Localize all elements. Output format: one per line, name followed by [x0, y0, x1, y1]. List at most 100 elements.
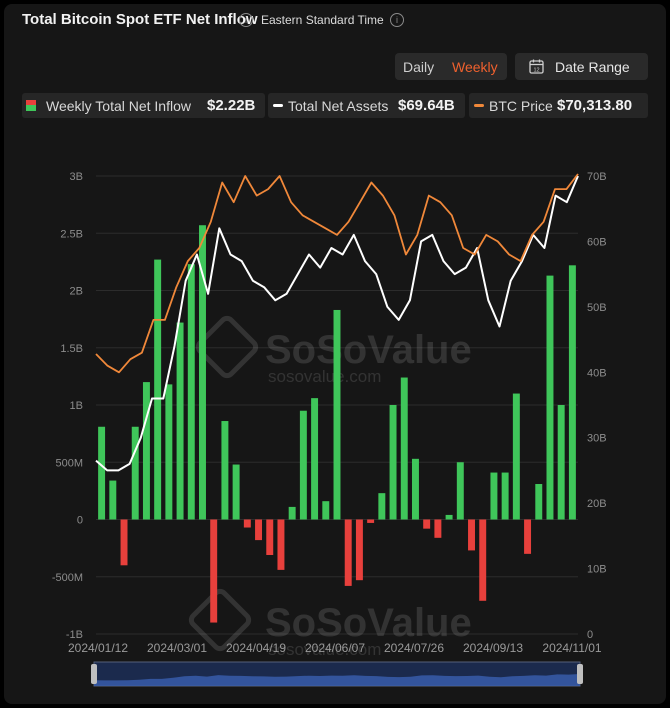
legend-inflow-name: Weekly Total Net Inflow — [46, 98, 191, 114]
white-line-swatch-icon — [273, 104, 283, 107]
inflow-bar[interactable] — [109, 480, 117, 520]
inflow-bar[interactable] — [468, 519, 475, 551]
y-right-tick-label: 50B — [587, 302, 607, 314]
y-right-tick-label: 30B — [587, 433, 607, 445]
inflow-bar[interactable] — [255, 519, 263, 541]
watermark-top: SoSoValue sosovalue.com — [195, 315, 472, 386]
y-left-tick-label: -1B — [66, 629, 83, 641]
x-tick-label: 2024/06/07 — [305, 641, 365, 655]
inflow-bar[interactable] — [411, 458, 419, 520]
legend-btc-price[interactable]: BTC Price $70,313.80 — [469, 93, 648, 118]
btc-price-line[interactable] — [95, 173, 579, 374]
inflow-bar[interactable] — [355, 519, 363, 581]
daily-tab[interactable]: Daily — [403, 59, 435, 75]
legend-assets-name: Total Net Assets — [288, 98, 389, 114]
inflow-bar[interactable] — [266, 519, 274, 555]
y-right-tick-label: 70B — [587, 171, 607, 183]
inflow-bar[interactable] — [524, 519, 532, 554]
watermark-site-2: sosovalue.com — [268, 640, 381, 659]
inflow-bars — [98, 225, 576, 623]
watermark-logo-icon-2 — [188, 588, 252, 652]
legend-btc-value: $70,313.80 — [557, 97, 633, 114]
legend-assets-value: $69.64B — [398, 97, 455, 114]
inflow-bar[interactable] — [243, 519, 251, 528]
inflow-bar[interactable] — [210, 519, 218, 623]
inflow-bar[interactable] — [299, 410, 307, 520]
timezone-info-icon[interactable]: i — [390, 13, 404, 27]
y-right-tick-label: 60B — [587, 236, 607, 248]
legend-btc-name: BTC Price — [489, 98, 553, 114]
inflow-bar[interactable] — [367, 519, 375, 523]
inflow-bar[interactable] — [322, 501, 330, 520]
inflow-bar[interactable] — [568, 265, 576, 520]
x-tick-label: 2024/04/19 — [226, 641, 286, 655]
y-right-tick-label: 0 — [587, 629, 593, 641]
watermark-site: sosovalue.com — [268, 367, 381, 386]
title-info-icon[interactable]: i — [239, 13, 253, 27]
inflow-bar[interactable] — [165, 384, 173, 520]
navigator-left-handle[interactable] — [91, 664, 97, 684]
date-range-button[interactable]: 12 Date Range — [515, 53, 648, 80]
inflow-bar[interactable] — [501, 472, 509, 520]
inflow-bar[interactable] — [546, 275, 554, 520]
inflow-bar[interactable] — [456, 462, 464, 520]
inflow-bar[interactable] — [311, 398, 319, 520]
inflow-bar[interactable] — [512, 393, 520, 520]
watermark: SoSoValue sosovalue.com SoSoValue sosova… — [188, 315, 472, 659]
inflow-bar[interactable] — [221, 421, 229, 520]
inflow-bar[interactable] — [479, 519, 487, 601]
y-right-tick-label: 20B — [587, 498, 607, 510]
total-net-assets-line[interactable] — [95, 175, 579, 472]
inflow-bar[interactable] — [176, 322, 184, 520]
calendar-icon: 12 — [529, 59, 544, 74]
inflow-bar[interactable] — [490, 472, 498, 520]
y-left-tick-label: -500M — [52, 572, 83, 584]
inflow-bar[interactable] — [288, 506, 296, 520]
line-series — [95, 173, 579, 472]
inflow-bar[interactable] — [400, 377, 408, 520]
inflow-bar[interactable] — [120, 519, 128, 566]
inflow-bar[interactable] — [277, 519, 285, 570]
inflow-bar[interactable] — [344, 519, 352, 586]
inflow-bar[interactable] — [423, 519, 431, 529]
date-range-label: Date Range — [555, 59, 630, 75]
watermark-logo-icon — [195, 315, 259, 379]
inflow-bar[interactable] — [535, 484, 543, 520]
watermark-brand: SoSoValue — [265, 328, 472, 372]
inflow-bar[interactable] — [232, 464, 240, 520]
axis-labels: 3B 2.5B 2B 1.5B 1B 500M 0 -500M -1B 70B 60B 50B 40B 3… — [52, 171, 607, 655]
x-tick-label: 2024/07/26 — [384, 641, 444, 655]
navigator-area — [94, 674, 580, 686]
legend-inflow-value: $2.22B — [207, 97, 256, 114]
inflow-bar[interactable] — [445, 514, 453, 520]
legend-weekly-inflow[interactable]: Weekly Total Net Inflow $2.22B — [22, 93, 265, 118]
interval-toggle: Daily Weekly — [395, 53, 507, 80]
inflow-bar[interactable] — [187, 264, 195, 520]
x-tick-label: 2024/11/01 — [542, 641, 601, 655]
legend-total-net-assets[interactable]: Total Net Assets $69.64B — [268, 93, 465, 118]
inflow-bar[interactable] — [131, 426, 139, 520]
inflow-bar[interactable] — [154, 259, 162, 520]
y-left-tick-label: 1B — [70, 400, 83, 412]
x-tick-label: 2024/03/01 — [147, 641, 207, 655]
inflow-bar[interactable] — [142, 382, 150, 520]
range-navigator[interactable] — [91, 661, 583, 687]
inflow-bar[interactable] — [333, 309, 341, 520]
y-left-tick-label: 1.5B — [60, 343, 83, 355]
inflow-bar[interactable] — [199, 225, 206, 520]
navigator-right-handle[interactable] — [577, 664, 583, 684]
chart-title: Total Bitcoin Spot ETF Net Inflow — [22, 11, 258, 28]
y-left-tick-label: 2B — [70, 286, 83, 298]
y-left-tick-label: 3B — [70, 171, 83, 183]
bar-swatch-icon — [26, 100, 36, 111]
x-tick-label: 2024/09/13 — [463, 641, 523, 655]
inflow-bar[interactable] — [378, 493, 386, 520]
watermark-bottom: SoSoValue sosovalue.com — [188, 588, 472, 659]
inflow-bar[interactable] — [434, 519, 442, 538]
inflow-bar[interactable] — [98, 426, 106, 520]
inflow-bar[interactable] — [389, 405, 397, 520]
x-tick-label: 2024/01/12 — [68, 641, 128, 655]
weekly-tab[interactable]: Weekly — [452, 59, 498, 75]
inflow-bar[interactable] — [557, 405, 565, 520]
